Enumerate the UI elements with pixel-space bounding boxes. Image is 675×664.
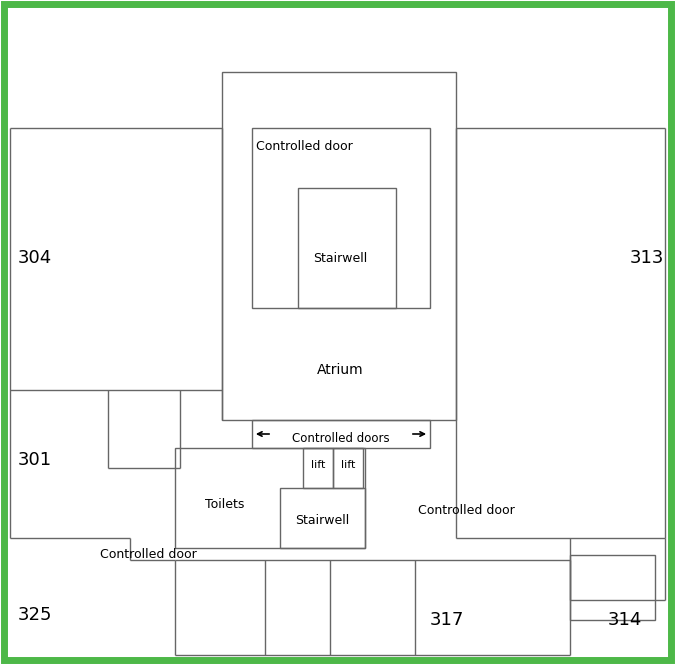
Bar xyxy=(298,188,396,308)
Text: Controlled door: Controlled door xyxy=(100,548,196,561)
Bar xyxy=(570,555,655,620)
Text: Stairwell: Stairwell xyxy=(295,513,349,527)
Text: 317: 317 xyxy=(430,611,464,629)
Text: 325: 325 xyxy=(18,606,53,624)
Text: Controlled doors: Controlled doors xyxy=(292,432,390,444)
Text: Atrium: Atrium xyxy=(317,363,363,377)
Bar xyxy=(280,488,365,548)
Bar xyxy=(252,128,430,308)
Bar xyxy=(222,72,456,420)
Text: Controlled door: Controlled door xyxy=(256,140,353,153)
Bar xyxy=(175,448,365,548)
Bar xyxy=(333,448,363,488)
Text: 313: 313 xyxy=(630,249,664,267)
Text: Controlled door: Controlled door xyxy=(418,503,515,517)
Bar xyxy=(252,420,430,448)
Text: 304: 304 xyxy=(18,249,52,267)
Text: Stairwell: Stairwell xyxy=(313,252,367,264)
Text: 314: 314 xyxy=(608,611,643,629)
Text: Toilets: Toilets xyxy=(205,499,244,511)
Text: lift: lift xyxy=(341,460,355,470)
Text: lift: lift xyxy=(310,460,325,470)
Bar xyxy=(303,448,333,488)
Text: 301: 301 xyxy=(18,451,52,469)
